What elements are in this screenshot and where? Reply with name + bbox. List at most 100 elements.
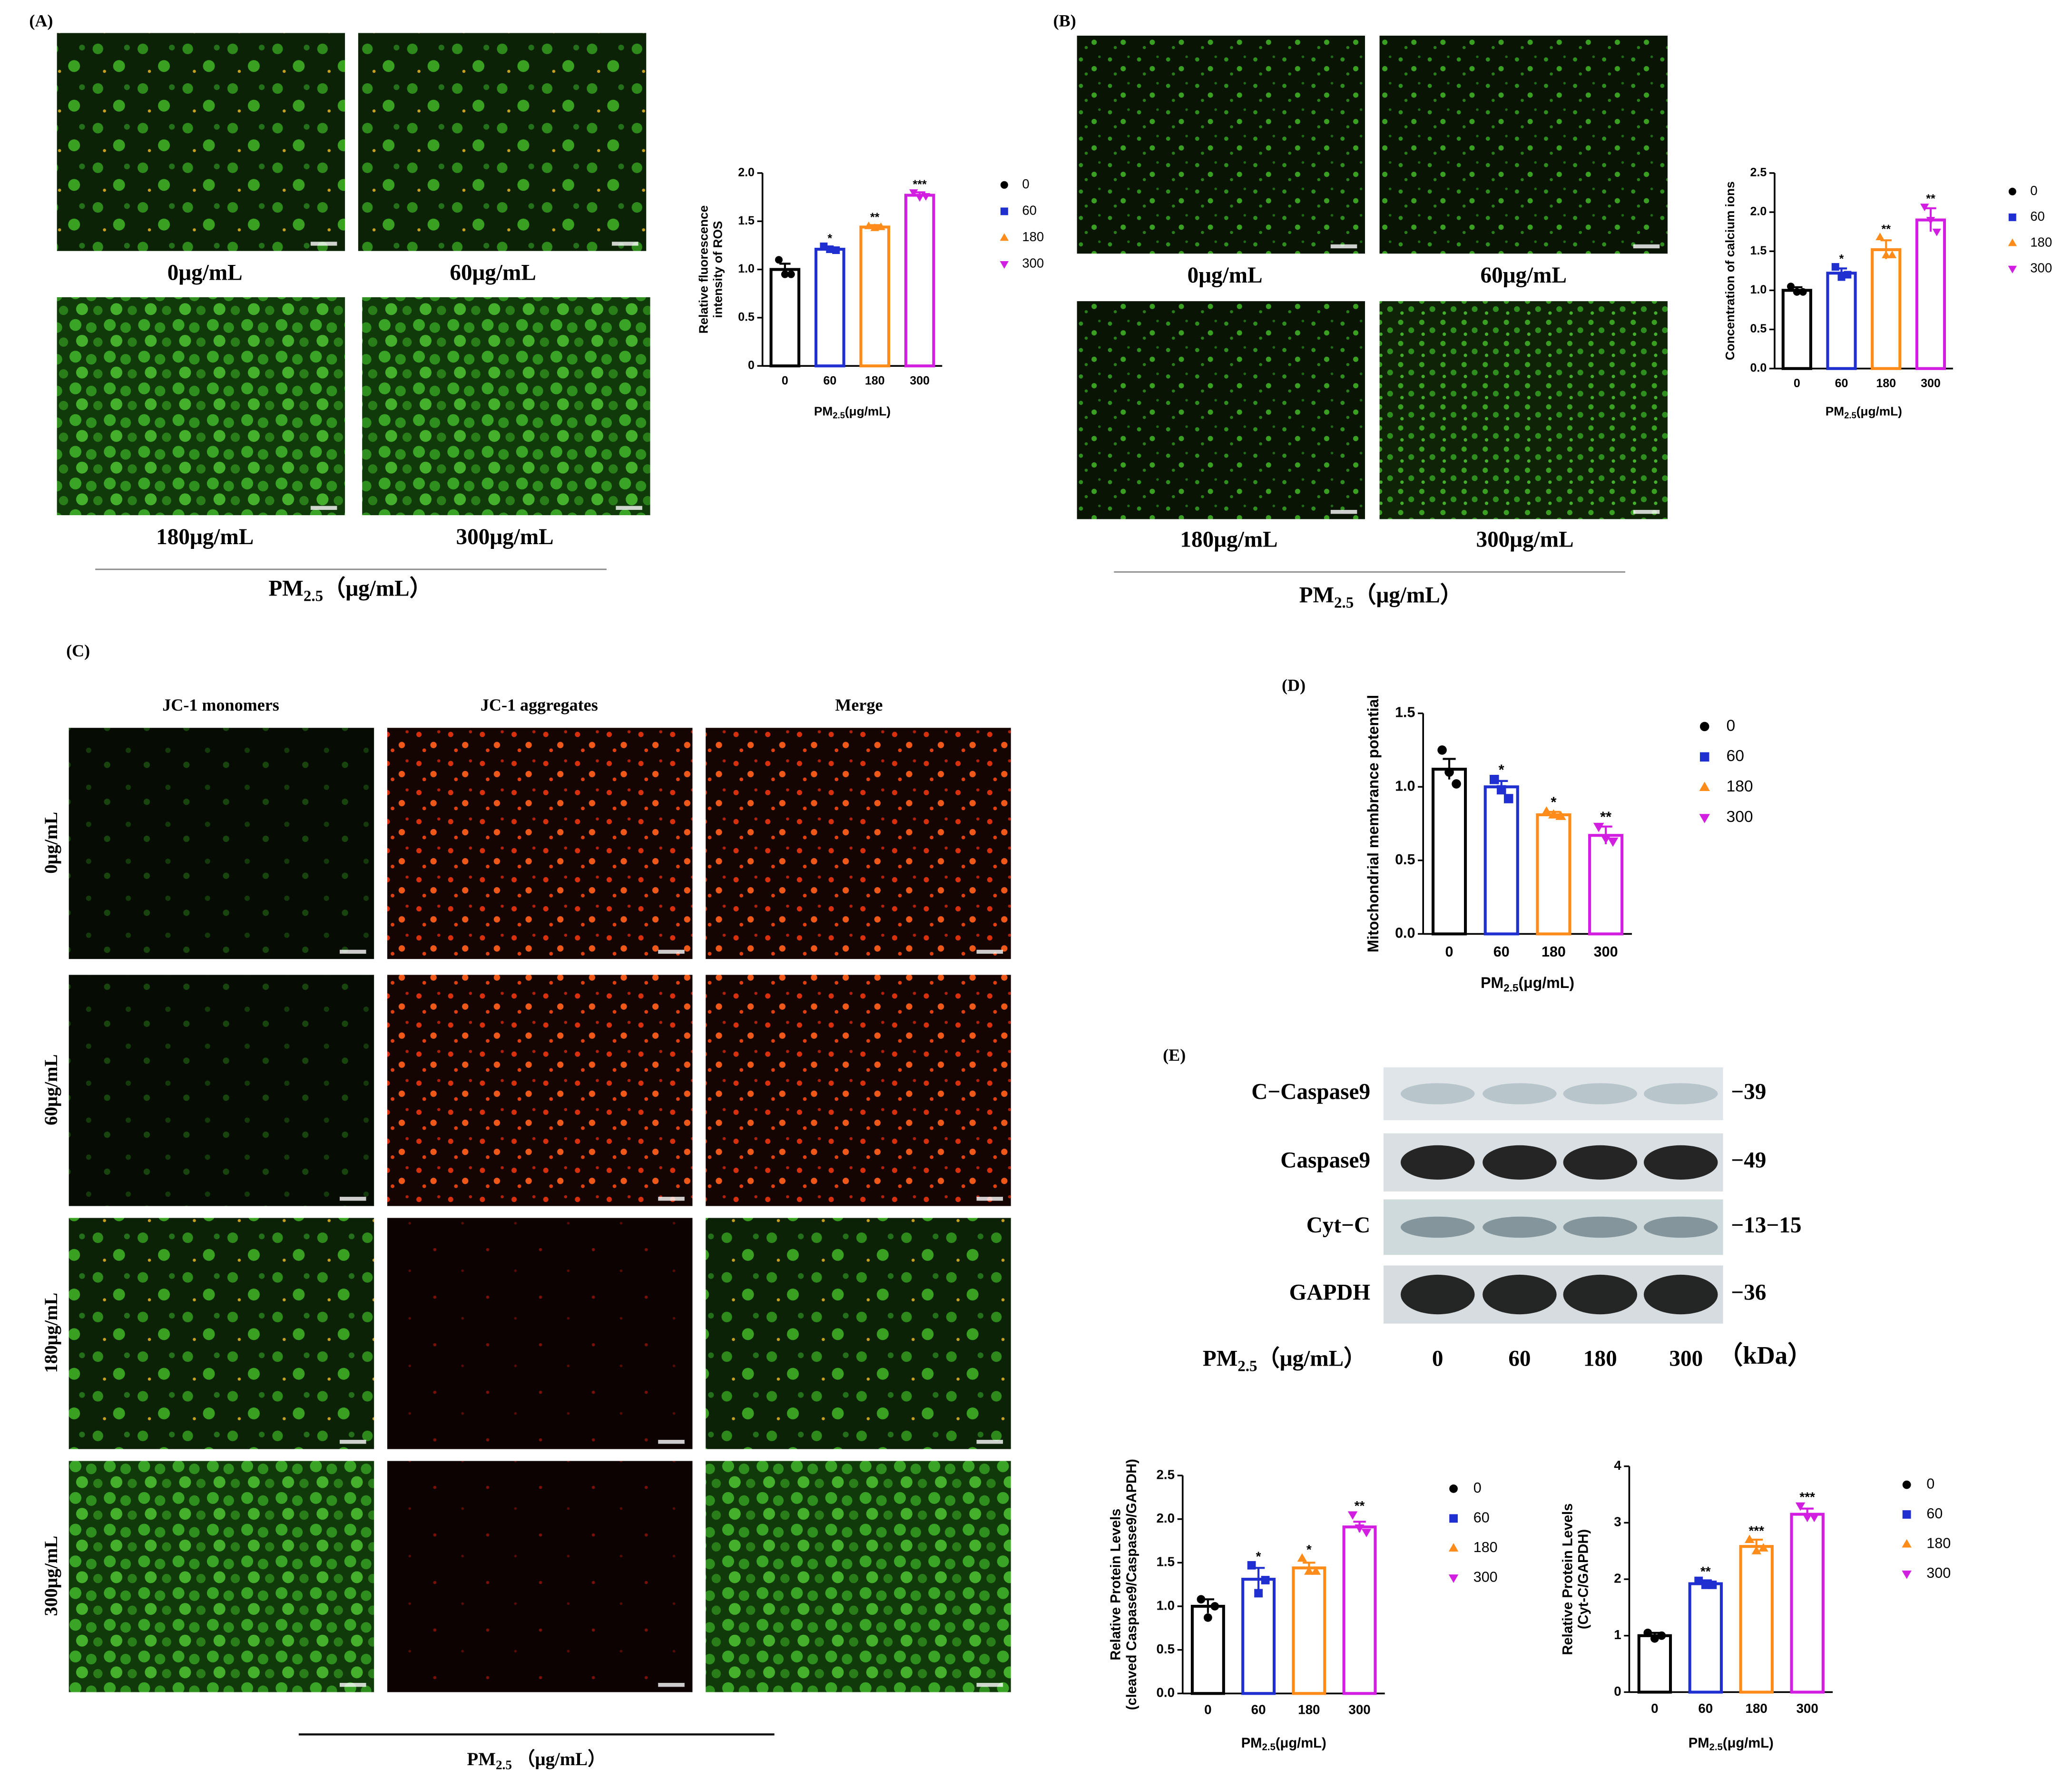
significance: * xyxy=(1499,762,1504,778)
blot-band xyxy=(1400,1083,1475,1104)
y-tick-label: 1.5 xyxy=(1156,1554,1175,1569)
marker xyxy=(1210,1602,1219,1611)
bar xyxy=(1536,813,1571,936)
legend-label: 60 xyxy=(1926,1505,1943,1522)
bar xyxy=(1483,785,1519,936)
x-tick-label: 0 xyxy=(1794,377,1800,390)
marker xyxy=(2008,265,2017,274)
legend-label: 0 xyxy=(1926,1476,1935,1492)
column-header: Merge xyxy=(835,695,883,714)
blot-band xyxy=(1400,1274,1475,1315)
marker xyxy=(909,189,918,197)
marker xyxy=(2008,213,2016,221)
marker xyxy=(1837,273,1846,281)
x-axis-label: PM2.5(μg/mL) xyxy=(1481,974,1574,994)
image-caption: 180μg/mL xyxy=(1180,527,1277,552)
marker xyxy=(1795,1502,1806,1511)
marker xyxy=(1902,1480,1911,1489)
image-caption: 60μg/mL xyxy=(1481,263,1567,288)
blot-band xyxy=(1483,1216,1557,1238)
marker xyxy=(820,242,828,250)
marker xyxy=(1197,1595,1206,1604)
scale-bar xyxy=(310,242,337,246)
marker xyxy=(1920,204,1929,212)
significance: * xyxy=(827,232,832,245)
marker xyxy=(1809,1514,1819,1523)
significance: ** xyxy=(1600,809,1611,825)
column-header: JC-1 monomers xyxy=(162,695,279,714)
legend-label: 60 xyxy=(1022,203,1037,218)
y-tick-label: 2.0 xyxy=(1156,1511,1175,1525)
marker xyxy=(1311,1566,1321,1575)
marker xyxy=(1643,1628,1652,1637)
micrograph xyxy=(362,297,650,516)
x-tick-label: 0 xyxy=(1204,1702,1211,1717)
x-tick-label: 60 xyxy=(1251,1702,1266,1717)
scale-bar xyxy=(976,1440,1003,1444)
marker xyxy=(1555,811,1566,820)
micrograph xyxy=(57,297,345,516)
marker xyxy=(1355,1524,1365,1533)
marker xyxy=(1444,767,1454,777)
axis-caption: PM2.5（μg/mL） xyxy=(268,576,432,605)
legend-label: 0 xyxy=(1473,1480,1482,1496)
label-unit: （μg/mL） xyxy=(512,1749,606,1769)
x-tick-label: 60 xyxy=(1493,944,1510,960)
label-unit: (μg/mL) xyxy=(1276,1735,1326,1750)
x-axis-label: PM2.5(μg/mL) xyxy=(814,404,891,420)
bar xyxy=(1637,1634,1672,1694)
marker xyxy=(1000,181,1008,189)
x-tick-label: 180 xyxy=(865,374,885,387)
bar xyxy=(1739,1545,1774,1694)
image-caption: 180μg/mL xyxy=(156,525,254,549)
marker xyxy=(781,270,789,278)
marker xyxy=(1541,806,1552,816)
blot-band xyxy=(1400,1216,1475,1238)
label-main: PM xyxy=(1241,1735,1262,1750)
bar xyxy=(859,225,891,368)
y-tick-label: 1.0 xyxy=(1395,778,1415,794)
marker xyxy=(1548,809,1559,819)
marker xyxy=(1503,794,1513,803)
marker xyxy=(1926,217,1935,225)
scale-bar xyxy=(1330,509,1357,514)
marker xyxy=(1802,1514,1812,1523)
legend-label: 300 xyxy=(1022,256,1044,271)
x-axis-label: PM2.5(μg/mL) xyxy=(1241,1735,1326,1752)
significance: *** xyxy=(1749,1524,1765,1538)
y-axis-label: intensity of ROS xyxy=(710,221,725,318)
y-axis-label: (cleaved Caspase9/Caspase9/GAPDH) xyxy=(1124,1459,1139,1710)
bar xyxy=(1292,1566,1326,1695)
scale-bar xyxy=(976,1683,1003,1687)
x-tick-label: 180 xyxy=(1298,1702,1320,1717)
kda-label: −36 xyxy=(1731,1280,1766,1305)
y-tick-label: 0.5 xyxy=(738,310,755,323)
marker xyxy=(1490,775,1499,784)
y-tick-label: 0.0 xyxy=(1156,1685,1175,1700)
legend-label: 180 xyxy=(1473,1539,1498,1555)
lane-label: 180 xyxy=(1583,1346,1617,1371)
panel-label: (B) xyxy=(1053,11,1076,30)
scale-bar xyxy=(658,1197,685,1201)
significance: ** xyxy=(1882,223,1891,236)
protein-label: GAPDH xyxy=(1289,1280,1370,1305)
y-tick-label: 2.0 xyxy=(1750,205,1767,218)
blot-band xyxy=(1483,1083,1557,1104)
marker xyxy=(1297,1553,1307,1562)
x-tick-label: 180 xyxy=(1746,1701,1768,1716)
y-tick-label: 2 xyxy=(1614,1571,1621,1585)
y-tick-label: 0.5 xyxy=(1395,851,1415,868)
x-tick-label: 300 xyxy=(1796,1701,1818,1716)
y-tick-label: 0.0 xyxy=(1395,925,1415,941)
scale-bar xyxy=(310,506,337,510)
scale-bar xyxy=(1633,509,1660,514)
legend-label: 0 xyxy=(1727,717,1736,734)
kda-label: −49 xyxy=(1731,1148,1766,1173)
marker xyxy=(1600,834,1611,844)
marker xyxy=(1758,1543,1768,1552)
y-axis-label: Mitochondrial membrance potential xyxy=(1365,695,1382,953)
blot-band xyxy=(1563,1145,1638,1180)
x-tick-label: 60 xyxy=(823,374,836,387)
label-main: PM xyxy=(467,1749,496,1769)
y-tick-label: 0.5 xyxy=(1750,322,1767,335)
